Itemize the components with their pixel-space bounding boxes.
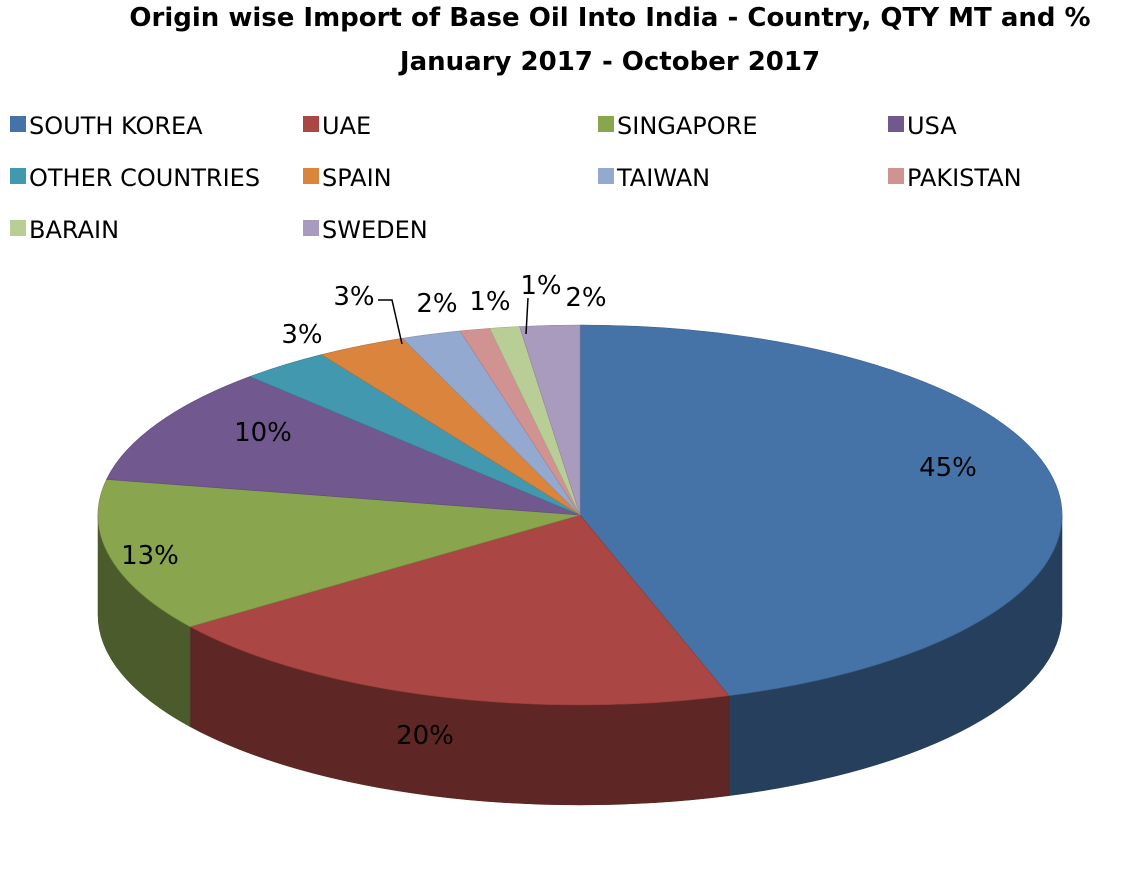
data-label-spain: 3% — [333, 282, 374, 312]
legend-swatch — [10, 168, 26, 184]
data-label-other-countries: 3% — [281, 320, 322, 350]
pie-slice-uae — [189, 514, 730, 706]
legend-swatch — [888, 116, 904, 132]
legend-label: SPAIN — [322, 164, 392, 192]
data-label-south-korea: 45% — [919, 453, 977, 483]
chart-subtitle: January 2017 - October 2017 — [398, 47, 820, 77]
legend-label: SINGAPORE — [617, 112, 757, 140]
legend-item-barain: BARAIN — [10, 216, 119, 244]
legend-item-usa: USA — [888, 112, 957, 140]
data-label-pakistan: 1% — [469, 287, 510, 317]
leader-line-spain — [378, 299, 403, 345]
legend-item-pakistan: PAKISTAN — [888, 164, 1022, 192]
legend-swatch — [598, 116, 614, 132]
legend-item-singapore: SINGAPORE — [598, 112, 757, 140]
data-label-singapore: 13% — [121, 541, 179, 571]
legend-label: UAE — [322, 112, 371, 140]
legend-label: SOUTH KOREA — [29, 112, 203, 140]
legend-label: OTHER COUNTRIES — [29, 164, 260, 192]
chart-legend: SOUTH KOREA UAE SINGAPORE USA OTHER COUNTRIE… — [10, 112, 1022, 244]
legend-swatch — [10, 116, 26, 132]
legend-item-uae: UAE — [303, 112, 371, 140]
legend-swatch — [10, 220, 26, 236]
legend-item-spain: SPAIN — [303, 164, 392, 192]
legend-label: USA — [907, 112, 957, 140]
legend-item-sweden: SWEDEN — [303, 216, 428, 244]
pie-slice-singapore — [97, 479, 581, 628]
legend-swatch — [303, 168, 319, 184]
legend-label: TAIWAN — [616, 164, 710, 192]
legend-swatch — [303, 220, 319, 236]
chart-title: Origin wise Import of Base Oil Into Indi… — [129, 3, 1090, 33]
legend-item-other-countries: OTHER COUNTRIES — [10, 164, 260, 192]
legend-label: PAKISTAN — [907, 164, 1022, 192]
data-label-uae: 20% — [396, 721, 454, 751]
legend-swatch — [598, 168, 614, 184]
pie-slice-sweden — [519, 324, 581, 516]
pie-slices — [97, 324, 1063, 706]
pie-sides — [97, 514, 1063, 806]
pie-slice-south-korea — [579, 324, 1063, 697]
data-labels: 45%20%13%10%3%3% 2% 1%1% 2% — [121, 271, 977, 751]
legend-item-south-korea: SOUTH KOREA — [10, 112, 203, 140]
data-label-barain: 1% — [520, 271, 561, 301]
data-label-sweden: 2% — [565, 283, 606, 313]
data-label-usa: 10% — [234, 418, 292, 448]
legend-label: BARAIN — [29, 216, 119, 244]
data-label-taiwan: 2% — [416, 289, 457, 319]
legend-label: SWEDEN — [322, 216, 428, 244]
pie-slice-usa — [106, 376, 581, 516]
leader-lines — [378, 297, 529, 345]
legend-item-taiwan: TAIWAN — [598, 164, 710, 192]
legend-swatch — [303, 116, 319, 132]
leader-line-barain — [525, 297, 529, 335]
legend-swatch — [888, 168, 904, 184]
